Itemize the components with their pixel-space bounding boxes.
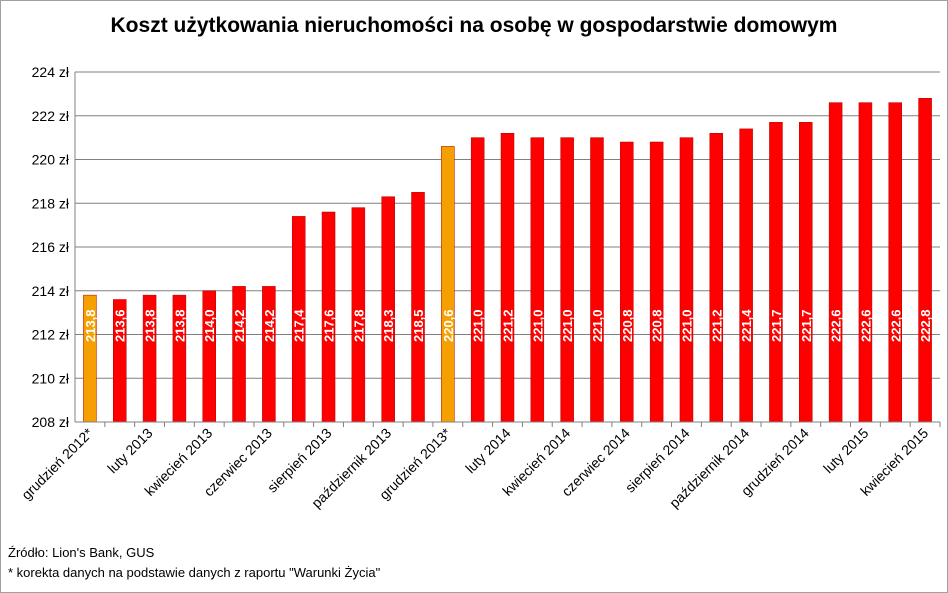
data-label: 221,0 bbox=[679, 309, 694, 342]
data-label: 213,8 bbox=[83, 309, 98, 342]
data-label: 222,8 bbox=[918, 309, 933, 342]
data-label: 220,6 bbox=[441, 309, 456, 342]
bar bbox=[739, 128, 753, 423]
bar bbox=[679, 137, 694, 423]
data-label: 217,4 bbox=[292, 309, 307, 342]
y-tick-label: 222 zł bbox=[32, 108, 70, 124]
data-label: 221,2 bbox=[709, 309, 724, 342]
data-label: 222,6 bbox=[888, 309, 903, 342]
data-label: 221,7 bbox=[769, 309, 784, 342]
y-tick-label: 214 zł bbox=[32, 283, 70, 299]
y-tick-label: 218 zł bbox=[32, 195, 70, 211]
bar bbox=[918, 98, 932, 423]
data-label: 221,7 bbox=[799, 309, 814, 342]
data-label: 218,3 bbox=[381, 309, 396, 342]
bar bbox=[858, 102, 873, 423]
bar bbox=[262, 286, 276, 423]
y-tick-label: 220 zł bbox=[32, 152, 70, 168]
bar bbox=[799, 122, 813, 423]
data-label: 222,6 bbox=[858, 309, 873, 342]
x-tick-label: luty 2014 bbox=[462, 425, 514, 477]
bar bbox=[441, 146, 455, 423]
y-tick-label: 210 zł bbox=[32, 370, 70, 386]
x-tick-label: grudzień 2012* bbox=[18, 424, 96, 502]
bar bbox=[709, 133, 724, 423]
data-label: 218,5 bbox=[411, 309, 426, 342]
bar bbox=[590, 137, 604, 423]
bar bbox=[769, 122, 783, 423]
bar bbox=[530, 137, 545, 423]
footnote: * korekta danych na podstawie danych z r… bbox=[8, 565, 381, 580]
source-note: Źródło: Lion's Bank, GUS bbox=[8, 545, 155, 560]
bar bbox=[649, 141, 664, 423]
data-label: 214,2 bbox=[262, 309, 277, 342]
bar bbox=[560, 137, 574, 423]
data-label: 220,8 bbox=[650, 309, 665, 342]
data-label: 214,0 bbox=[202, 309, 217, 342]
y-tick-label: 208 zł bbox=[32, 414, 70, 430]
data-label: 221,0 bbox=[530, 309, 545, 342]
data-label: 221,0 bbox=[560, 309, 575, 342]
data-label: 221,0 bbox=[471, 309, 486, 342]
y-tick-label: 224 zł bbox=[32, 64, 70, 80]
chart-title: Koszt użytkowania nieruchomości na osobę… bbox=[110, 14, 838, 37]
bar bbox=[411, 192, 425, 423]
bar bbox=[470, 137, 485, 423]
data-label: 220,8 bbox=[620, 309, 635, 342]
bar bbox=[381, 196, 395, 423]
bar bbox=[500, 133, 515, 423]
data-label: 221,4 bbox=[739, 309, 754, 342]
y-tick-label: 212 zł bbox=[32, 327, 70, 343]
data-label: 213,8 bbox=[172, 309, 187, 342]
data-label: 214,2 bbox=[232, 309, 247, 342]
data-label: 217,8 bbox=[351, 309, 366, 342]
bar bbox=[232, 286, 246, 423]
data-label: 221,2 bbox=[501, 309, 516, 342]
data-label: 222,6 bbox=[829, 309, 844, 342]
data-label: 217,6 bbox=[322, 309, 337, 342]
bar bbox=[888, 102, 903, 423]
data-label: 221,0 bbox=[590, 309, 605, 342]
bar bbox=[620, 141, 634, 423]
y-tick-label: 216 zł bbox=[32, 239, 70, 255]
data-label: 213,8 bbox=[143, 309, 158, 342]
bar bbox=[828, 102, 843, 423]
data-label: 213,6 bbox=[113, 309, 128, 342]
x-tick-label: luty 2015 bbox=[820, 425, 872, 477]
x-tick-label: luty 2013 bbox=[104, 425, 156, 477]
